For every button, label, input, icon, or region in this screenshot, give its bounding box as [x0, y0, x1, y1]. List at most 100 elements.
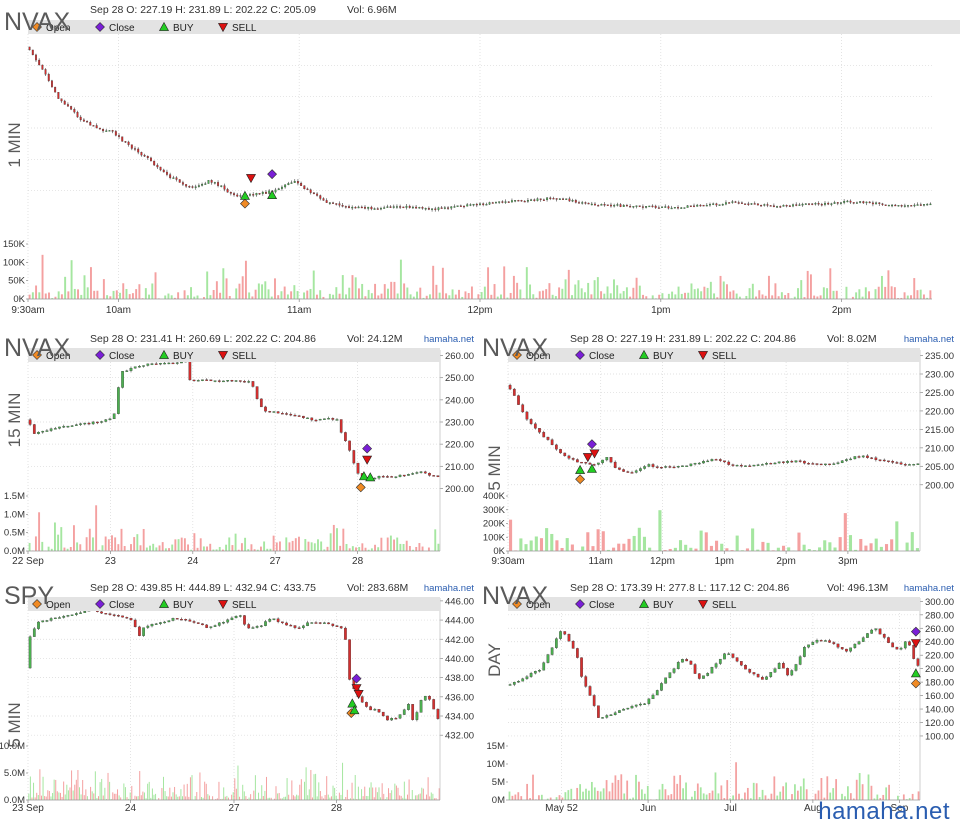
candle-body	[108, 613, 112, 615]
volume-bar	[279, 541, 281, 551]
volume-bar	[546, 798, 549, 800]
volume-bar	[785, 782, 787, 800]
candle-body	[536, 198, 539, 201]
volume-bar	[678, 540, 683, 551]
volume-bar	[800, 280, 803, 299]
candle-body	[830, 203, 833, 205]
candle-body	[507, 201, 510, 203]
candle-body	[610, 204, 612, 207]
volume-tick-label: 0K	[493, 546, 505, 557]
volume-bar	[835, 779, 838, 800]
volume-bar	[285, 537, 288, 551]
marker-sell-icon	[362, 455, 373, 465]
candle-body	[268, 190, 271, 194]
candle-body	[651, 205, 654, 208]
volume-bar	[685, 782, 687, 800]
volume-bar	[582, 791, 584, 800]
volume-bar	[809, 274, 812, 299]
volume-bar	[305, 767, 307, 800]
volume-bar	[57, 534, 60, 551]
candle-body	[117, 387, 120, 414]
candle-body	[399, 206, 402, 208]
candle-body	[571, 458, 575, 460]
volume-bar	[95, 505, 98, 551]
volume-bar	[53, 779, 55, 800]
volume-bar	[514, 794, 517, 800]
y-tick-label: 100.00	[925, 731, 954, 742]
y-tick-label: 180.00	[925, 678, 954, 689]
candle-body	[777, 663, 781, 669]
candle-body	[731, 201, 734, 203]
volume-bar	[57, 291, 60, 299]
candle-body	[794, 460, 798, 463]
volume-bar	[240, 543, 243, 551]
volume-bar	[693, 790, 696, 800]
grid-lines	[27, 350, 440, 551]
x-tick-label: 23 Sep	[12, 803, 44, 814]
candle-body	[83, 611, 87, 613]
volume-bar	[28, 294, 31, 299]
volume-bar	[131, 785, 133, 800]
volume-bar	[570, 544, 574, 551]
candle-body	[276, 618, 280, 622]
volume-bar	[571, 295, 573, 299]
volume-bar	[549, 797, 552, 800]
volume-bar	[269, 548, 272, 551]
volume-tick-label: 0M	[492, 795, 505, 806]
volume-bar	[185, 796, 187, 800]
candle-body	[357, 206, 360, 209]
x-tick-label: 11am	[589, 556, 613, 567]
volume-bar	[119, 292, 121, 299]
volume-bar	[319, 791, 321, 800]
candle-body	[849, 458, 852, 461]
candle-body	[739, 464, 743, 467]
volume-bar	[761, 789, 764, 800]
y-tick-label: 446.00	[445, 596, 474, 607]
candle-body	[332, 202, 335, 204]
volume-bar	[458, 289, 460, 299]
plot-area	[508, 598, 920, 740]
volume-bar	[31, 797, 33, 800]
volume-bar	[545, 528, 549, 551]
volume-bar	[419, 287, 422, 299]
volume-bar	[210, 799, 212, 800]
chart-interval-label: 5 MIN	[485, 445, 504, 490]
candle-body	[323, 622, 326, 624]
candle-body	[568, 198, 571, 202]
y-tick-label: 240.00	[445, 395, 474, 406]
volume-bars	[28, 254, 932, 299]
candle-body	[309, 189, 312, 193]
volume-bar	[259, 798, 261, 800]
volume-bar	[397, 787, 399, 800]
candle-body	[105, 130, 108, 132]
volume-bar	[154, 272, 157, 299]
candle-body	[318, 622, 322, 624]
candle-body	[588, 462, 592, 465]
volume-bar	[658, 294, 661, 299]
candle-body	[450, 206, 453, 209]
volume-bar	[263, 541, 266, 551]
candle-body	[167, 620, 171, 623]
volume-bar	[751, 528, 755, 551]
volume-bar	[270, 797, 272, 800]
volume-bar	[593, 280, 596, 299]
candle-body	[57, 92, 60, 99]
candle-body	[102, 128, 105, 132]
candle-body	[146, 156, 149, 159]
volume-bar	[787, 547, 791, 551]
volume-bar	[270, 296, 273, 299]
candle-body	[715, 203, 718, 206]
candle-body	[849, 200, 852, 203]
candle-body	[683, 207, 686, 209]
volume-bar	[699, 787, 702, 800]
volume-bar	[280, 798, 282, 800]
volume-bar	[503, 266, 506, 299]
volume-bar	[905, 799, 908, 800]
candle-body	[819, 640, 823, 642]
candle-body	[419, 700, 423, 713]
volume-bar	[396, 293, 399, 299]
volume-bar	[702, 793, 705, 800]
volume-bar	[673, 775, 676, 800]
candle-body	[529, 673, 533, 677]
volume-bar	[770, 793, 773, 800]
